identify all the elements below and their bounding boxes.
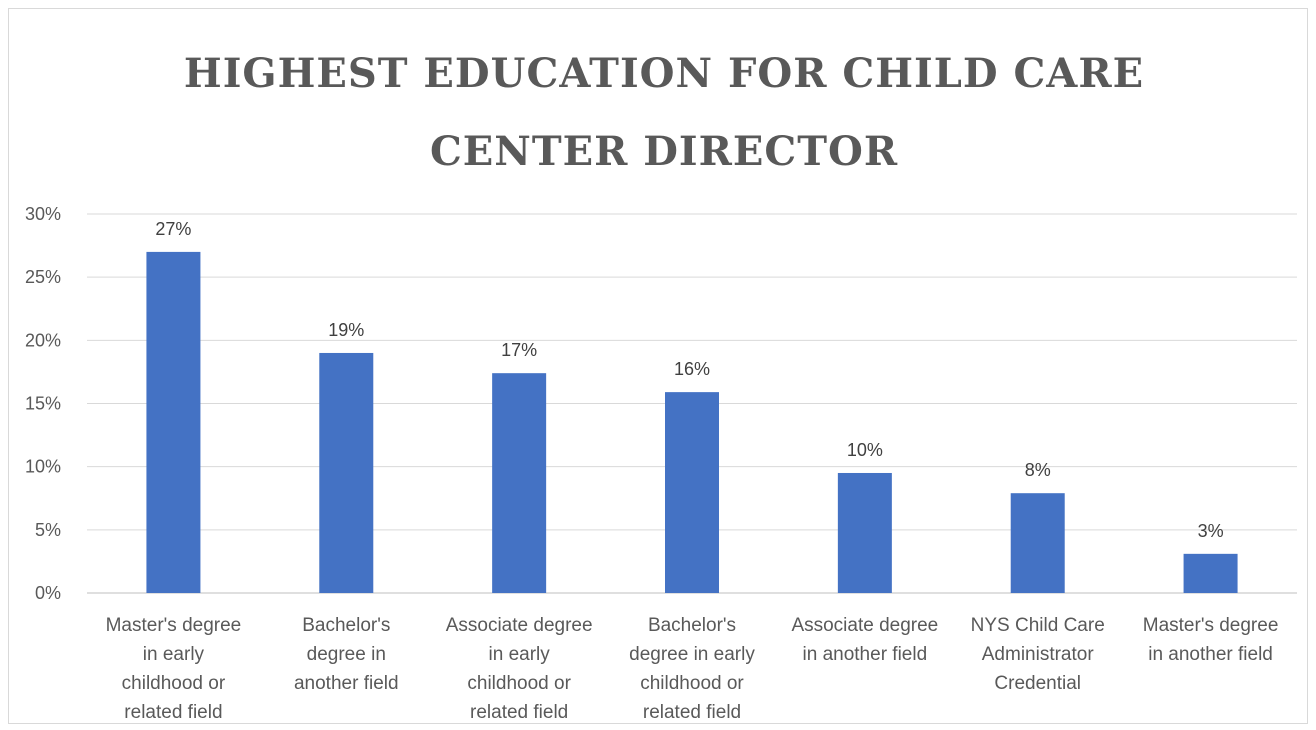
x-category-label: related field [470,702,568,723]
y-tick-label: 5% [35,520,61,540]
x-category-label: in early [143,644,205,665]
data-labels: 27% 19% 17% 16% 10% 8% 3% [155,219,1223,541]
data-label: 27% [155,219,191,239]
y-tick-label: 0% [35,583,61,603]
x-category-label: Associate degree [446,615,593,636]
x-category-label: related field [124,702,222,723]
y-tick-label: 20% [25,330,61,350]
chart-frame: HIGHEST EDUCATION FOR CHILD CARE CENTER … [8,8,1308,724]
x-category-label: Bachelor's [302,615,390,636]
data-label: 19% [328,320,364,340]
x-category-label: Credential [994,673,1081,694]
y-tick-label: 10% [25,457,61,477]
bar [837,472,892,593]
x-category-label: childhood or [640,673,744,694]
x-category-label: degree in early [629,644,755,665]
bar-chart: HIGHEST EDUCATION FOR CHILD CARE CENTER … [25,50,1297,723]
x-category-label: Associate degree [791,615,938,636]
bars [146,251,1238,593]
bar [492,373,547,593]
x-category-label: in early [489,644,551,665]
x-category-label: related field [643,702,741,723]
y-tick-label: 30% [25,204,61,224]
x-category-label: in another field [803,644,928,665]
y-tick-label: 25% [25,267,61,287]
chart-title-line-1: HIGHEST EDUCATION FOR CHILD CARE [184,50,1144,97]
x-category-label: Master's degree [1143,615,1279,636]
y-tick-label: 15% [25,394,61,414]
x-category-label: Bachelor's [648,615,736,636]
y-axis-ticks: 0% 5% 10% 15% 20% 25% 30% [25,204,61,603]
x-category-label: NYS Child Care [971,615,1105,636]
x-category-label: childhood or [467,673,571,694]
data-label: 16% [674,359,710,379]
x-axis-labels: Master's degree in early childhood or relat… [106,615,1279,723]
bar [1010,493,1065,593]
bar [1183,553,1238,593]
x-category-label: degree in [307,644,386,665]
bar [146,251,201,593]
x-category-label: in another field [1148,644,1273,665]
data-label: 8% [1025,460,1051,480]
data-label: 17% [501,340,537,360]
x-category-label: childhood or [122,673,226,694]
bar [319,352,374,593]
x-category-label: Master's degree [106,615,242,636]
chart-title-line-2: CENTER DIRECTOR [430,128,898,175]
x-category-label: Administrator [982,644,1095,665]
bar [665,392,719,593]
data-label: 10% [847,440,883,460]
x-category-label: another field [294,673,399,694]
data-label: 3% [1198,521,1224,541]
